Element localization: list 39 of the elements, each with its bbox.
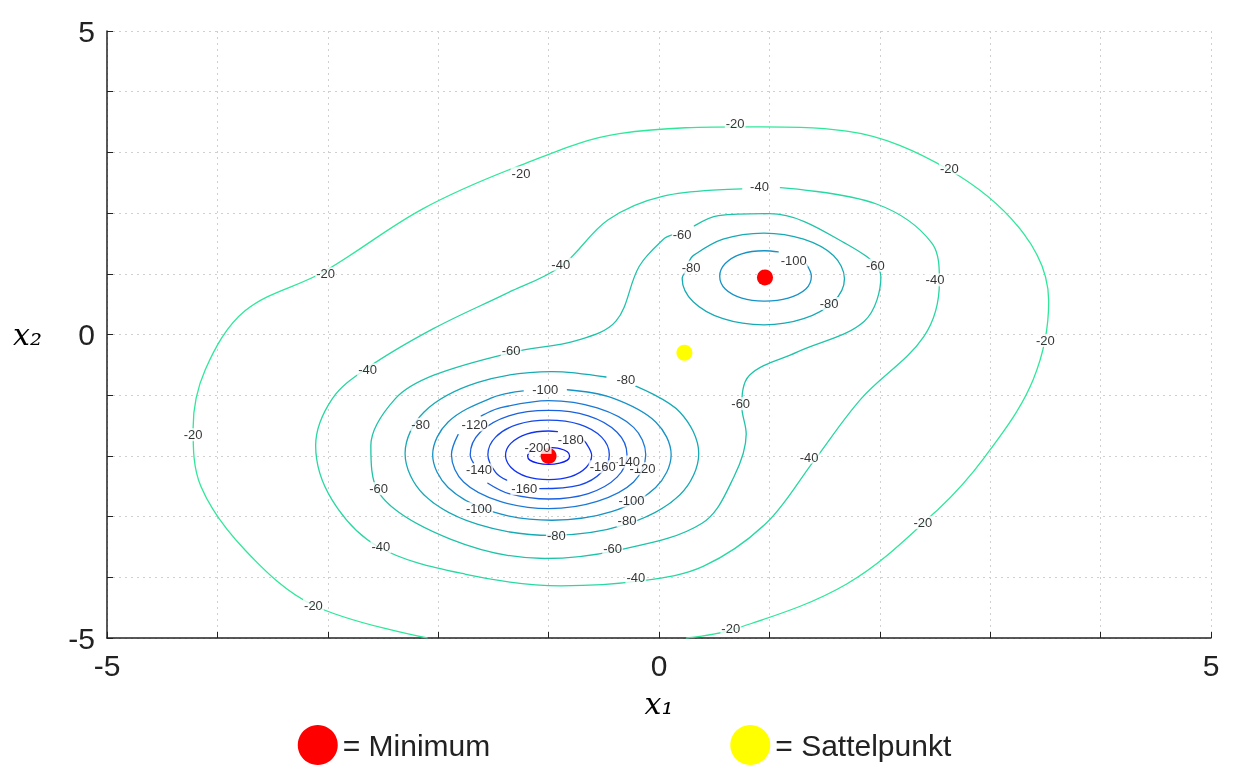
annotation: -20 [913, 515, 933, 531]
annotation: -80 [681, 259, 701, 275]
annotation: -60 [731, 396, 751, 412]
annotation: -20 [725, 116, 745, 132]
annotation: -80 [616, 371, 636, 387]
annotation: -40 [626, 569, 646, 585]
annotation: -100 [466, 501, 493, 517]
annotation: -80 [411, 416, 430, 432]
annotation: -40 [799, 449, 819, 465]
annotation: -40 [925, 272, 945, 288]
annotation: -20 [511, 165, 531, 181]
x-tick-label: 5 [1202, 648, 1220, 682]
y-tick-label: -5 [68, 621, 95, 655]
y-tick-label: 0 [78, 318, 95, 351]
legend-label: = Minimum [342, 728, 491, 762]
x-axis-title: x₁ [644, 685, 674, 721]
annotation: -80 [617, 513, 637, 529]
annotation: -60 [369, 481, 388, 497]
annotation: -120 [461, 417, 488, 433]
x-tick-label: 0 [650, 648, 668, 682]
annotation: -200 [524, 439, 551, 455]
annotation: -80 [819, 296, 839, 312]
annotation: -180 [557, 432, 584, 448]
annotation: -40 [551, 256, 571, 272]
legend-label: = Sattelpunkt [775, 728, 952, 762]
annotation: -140 [466, 462, 493, 478]
annotation: -100 [532, 382, 559, 398]
annotation: -160 [589, 459, 616, 475]
annotation: -100 [780, 252, 807, 268]
annotation: -60 [672, 227, 692, 243]
y-tick-label: 5 [78, 14, 95, 48]
y-axis-title: x₂ [13, 317, 42, 352]
annotation: -160 [511, 481, 538, 497]
annotation: -20 [1036, 333, 1055, 349]
annotation: -60 [865, 257, 885, 273]
annotation: -20 [721, 621, 741, 637]
annotation: -20 [183, 427, 203, 443]
annotation: -100 [618, 493, 645, 509]
annotation: -40 [750, 178, 769, 194]
